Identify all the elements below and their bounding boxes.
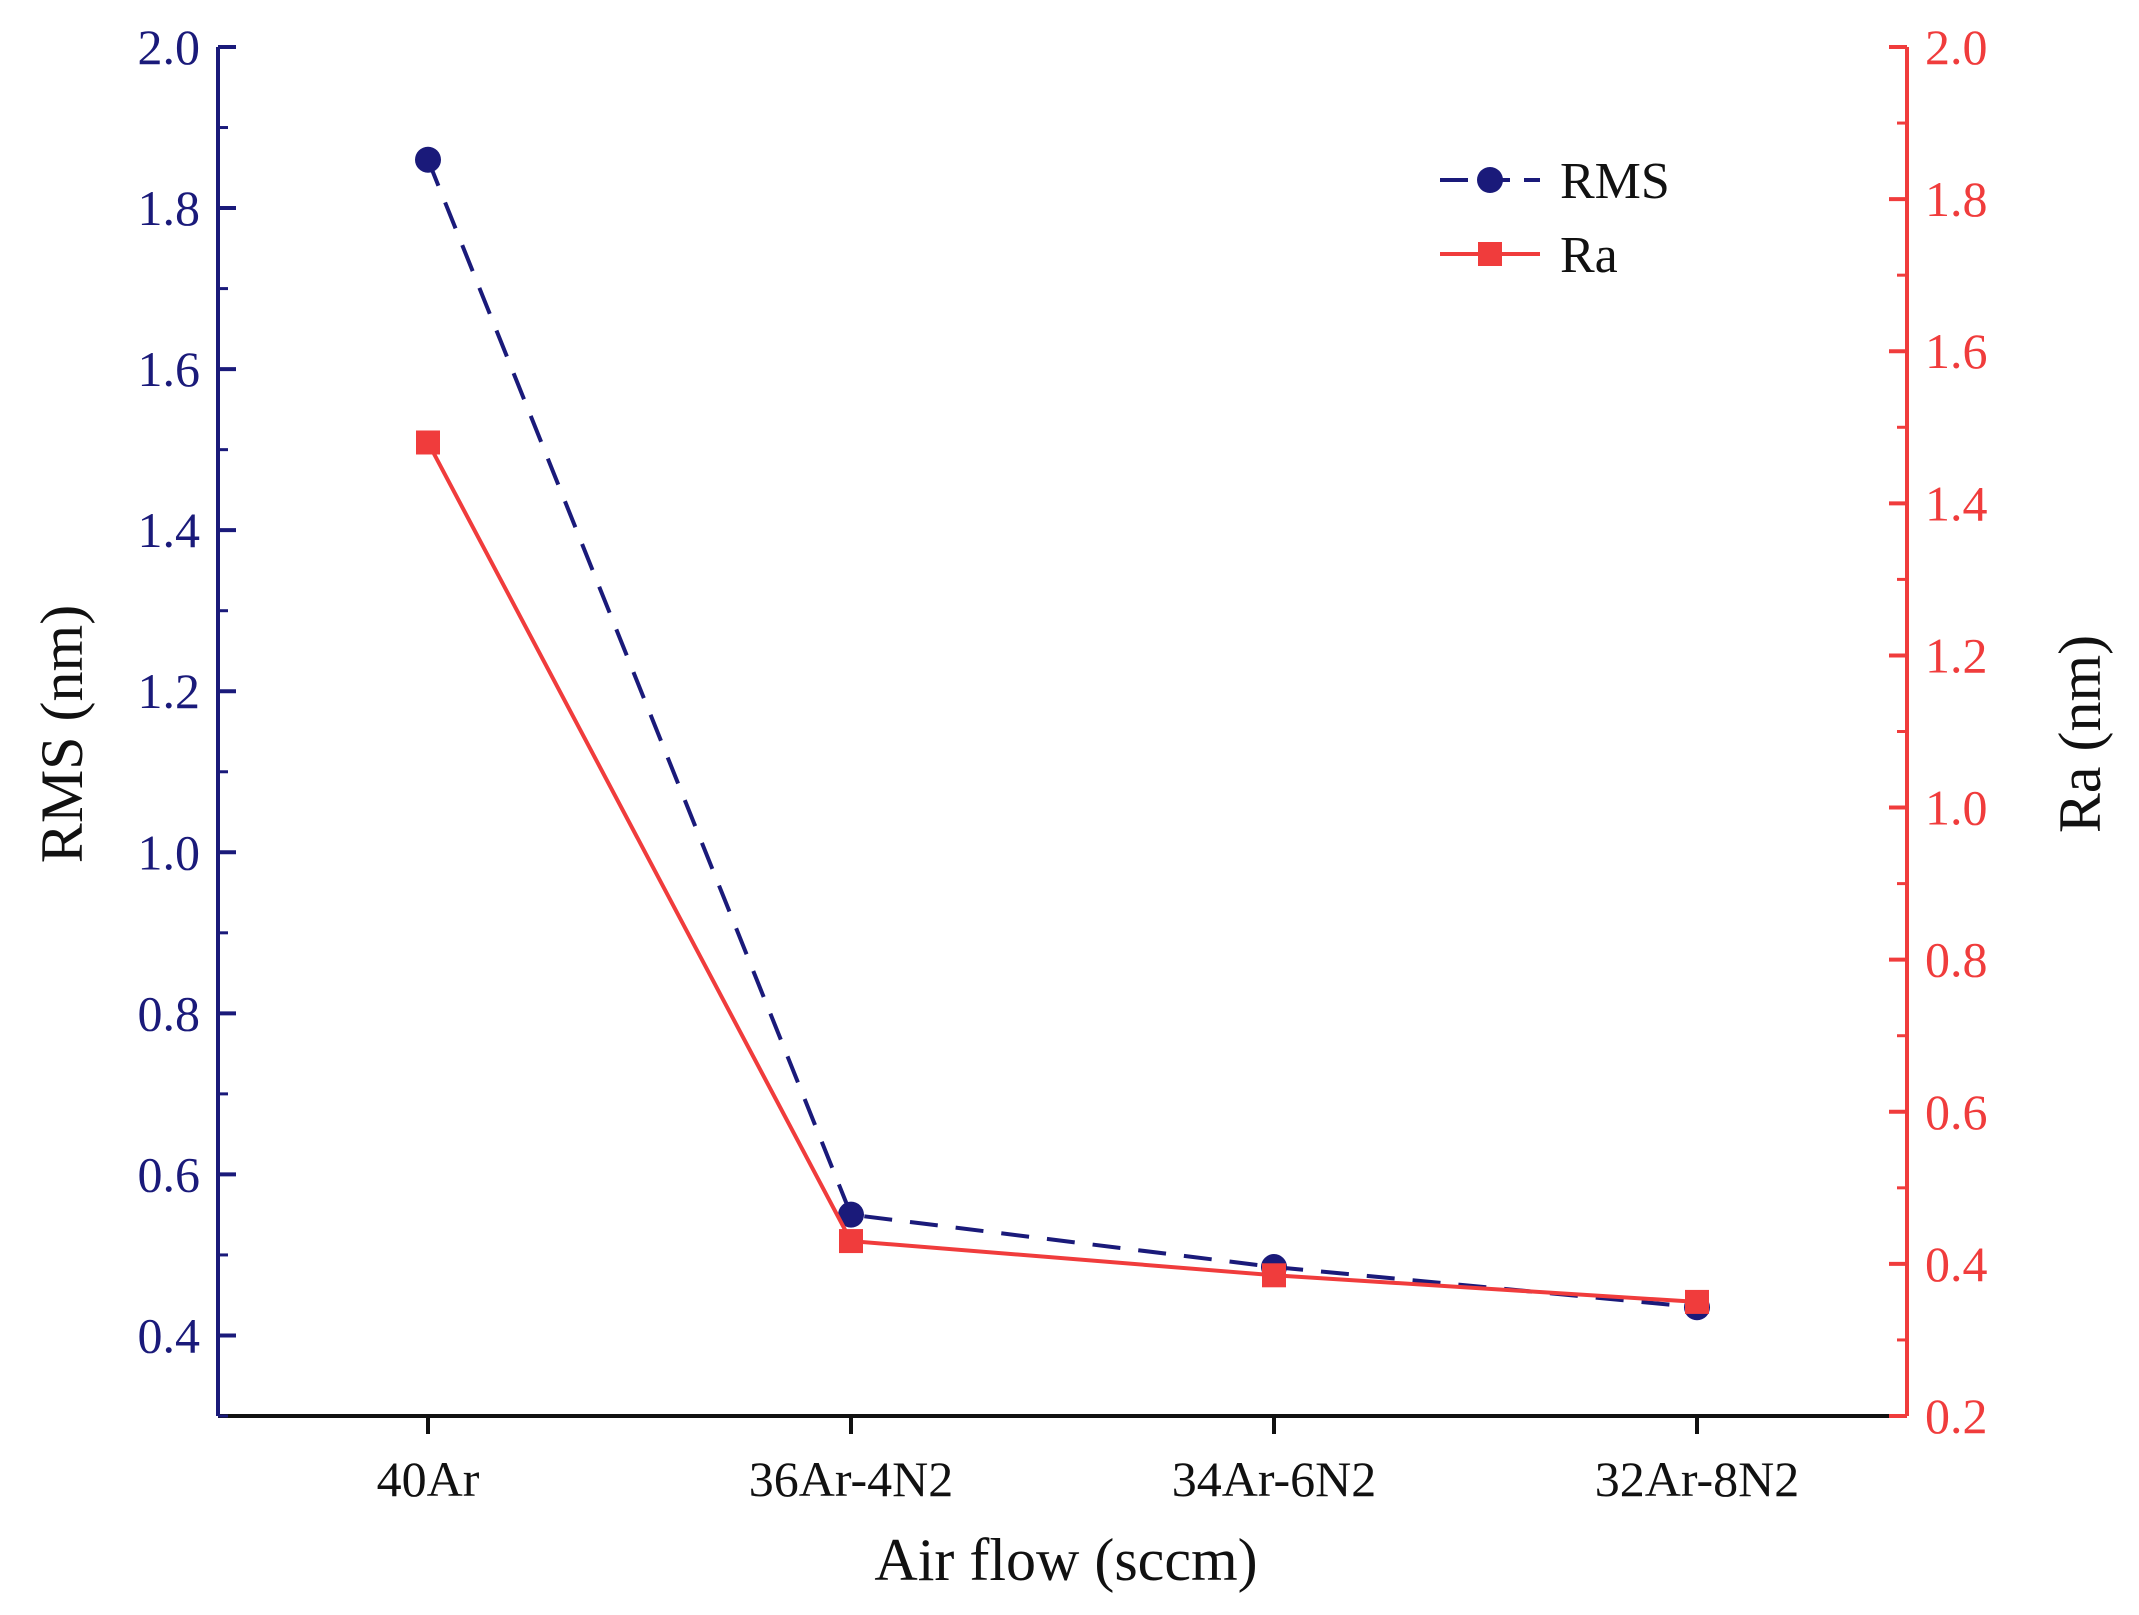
right-y-tick-label: 0.8	[1925, 932, 1988, 988]
data-point-ra	[416, 430, 440, 455]
left-y-tick-label: 1.8	[138, 180, 201, 236]
left-y-tick-label: 1.4	[138, 502, 201, 558]
right-y-tick-label: 2.0	[1925, 19, 1988, 75]
legend-label-rms: RMS	[1560, 153, 1670, 210]
data-point-ra	[1685, 1289, 1709, 1314]
plot-area: 0.4 0.6 0.8 1.0 1.2 1.4 1.6 1.8 2.0 0.2 0.4 0.6 0.8 1…	[138, 19, 1988, 1507]
left-y-axis-title: RMS (nm)	[29, 605, 95, 863]
left-y-tick-label: 1.6	[138, 341, 201, 397]
left-y-tick-label: 0.8	[138, 985, 201, 1041]
right-y-tick-label: 1.2	[1925, 627, 1988, 683]
right-y-tick-label: 0.6	[1925, 1084, 1988, 1140]
left-y-tick-label: 0.6	[138, 1146, 201, 1202]
x-tick-label: 32Ar-8N2	[1595, 1451, 1800, 1507]
legend-label-ra: Ra	[1560, 227, 1618, 284]
left-y-tick-label: 1.2	[138, 663, 201, 719]
left-y-tick-label: 1.0	[138, 824, 201, 880]
legend-marker-ra	[1478, 242, 1502, 266]
x-axis-title: Air flow (sccm)	[874, 1527, 1257, 1593]
x-tick-label: 36Ar-4N2	[749, 1451, 954, 1507]
data-point-rms	[838, 1201, 864, 1228]
series-line-ra	[426, 441, 1698, 1304]
legend-marker-rms	[1477, 167, 1503, 193]
right-y-tick-label: 1.0	[1925, 780, 1988, 836]
right-y-tick-label: 1.4	[1925, 475, 1988, 531]
right-y-tick-label: 0.2	[1925, 1388, 1988, 1444]
x-tick-label: 34Ar-6N2	[1172, 1451, 1377, 1507]
right-y-tick-label: 1.6	[1925, 323, 1988, 379]
right-y-tick-label: 1.8	[1925, 171, 1988, 227]
data-point-rms	[415, 146, 441, 173]
right-y-tick-label: 0.4	[1925, 1236, 1988, 1292]
data-point-ra	[839, 1229, 863, 1254]
x-tick-label: 40Ar	[377, 1451, 480, 1507]
right-y-axis-title: Ra (nm)	[2047, 635, 2113, 833]
legend: RMS Ra	[1440, 153, 1670, 284]
data-point-ra	[1262, 1263, 1286, 1288]
left-y-tick-label: 0.4	[138, 1307, 201, 1363]
left-y-tick-label: 2.0	[138, 19, 201, 75]
